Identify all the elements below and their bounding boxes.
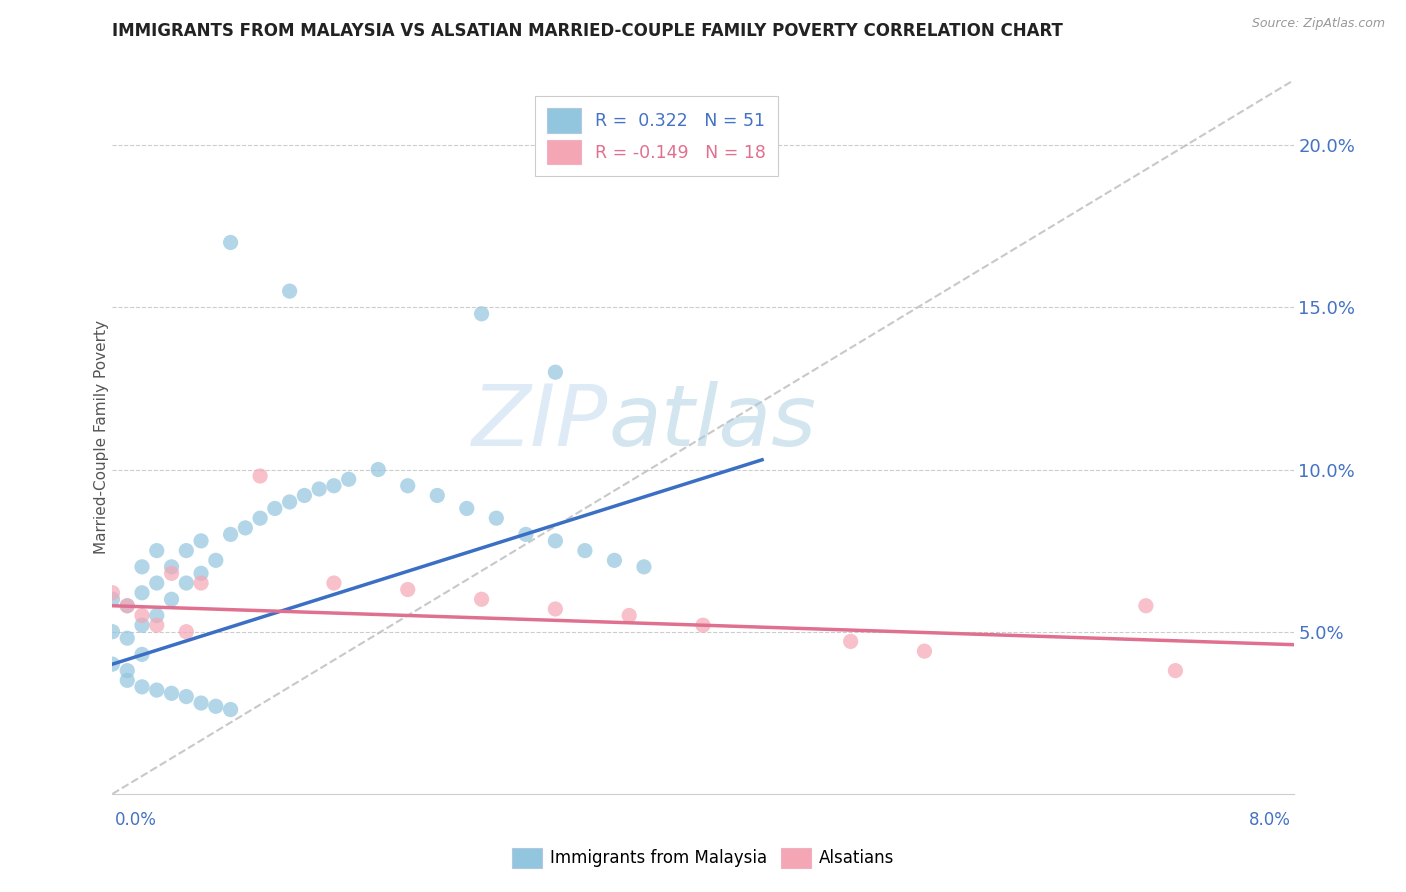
Point <box>323 479 346 493</box>
Point <box>190 566 212 581</box>
Point <box>249 469 271 483</box>
Point <box>146 683 169 698</box>
Text: atlas: atlas <box>609 381 817 465</box>
Point <box>249 511 271 525</box>
Point <box>101 624 124 639</box>
Point <box>914 644 936 658</box>
Point <box>205 553 228 567</box>
Point <box>219 235 242 250</box>
Point <box>544 365 567 379</box>
Point <box>337 472 360 486</box>
Point <box>308 482 330 496</box>
Point <box>117 631 138 645</box>
Point <box>131 586 153 600</box>
Point <box>367 462 389 476</box>
Point <box>190 696 212 710</box>
Point <box>396 582 419 597</box>
Point <box>160 592 183 607</box>
Point <box>219 702 242 716</box>
Point <box>544 602 567 616</box>
Point <box>131 648 153 662</box>
Point <box>131 618 153 632</box>
Point <box>131 680 153 694</box>
Point <box>292 488 315 502</box>
Text: IMMIGRANTS FROM MALAYSIA VS ALSATIAN MARRIED-COUPLE FAMILY POVERTY CORRELATION C: IMMIGRANTS FROM MALAYSIA VS ALSATIAN MAR… <box>112 21 1063 39</box>
Legend: R =  0.322   N = 51, R = -0.149   N = 18: R = 0.322 N = 51, R = -0.149 N = 18 <box>534 96 779 177</box>
Point <box>603 553 626 567</box>
Text: 0.0%: 0.0% <box>115 811 157 829</box>
Point <box>117 673 138 688</box>
Point <box>692 618 714 632</box>
Point <box>456 501 478 516</box>
Point <box>1135 599 1157 613</box>
Point <box>174 543 197 558</box>
Point <box>544 533 567 548</box>
Point <box>471 592 494 607</box>
Point <box>1164 664 1187 678</box>
Point <box>174 624 197 639</box>
Point <box>131 559 153 574</box>
Point <box>190 533 212 548</box>
Point <box>278 284 301 298</box>
Point <box>174 576 197 591</box>
Point <box>219 527 242 541</box>
Point <box>117 664 138 678</box>
Point <box>323 576 346 591</box>
Point <box>146 576 169 591</box>
Point <box>146 618 169 632</box>
Point <box>619 608 641 623</box>
Point <box>117 599 138 613</box>
Point <box>515 527 537 541</box>
Point <box>131 608 153 623</box>
Point <box>471 307 494 321</box>
Text: Source: ZipAtlas.com: Source: ZipAtlas.com <box>1251 17 1385 29</box>
Point <box>233 521 256 535</box>
Text: ZIP: ZIP <box>472 381 609 465</box>
Point <box>117 599 138 613</box>
Point <box>101 592 124 607</box>
Point <box>485 511 508 525</box>
Point <box>426 488 449 502</box>
Y-axis label: Married-Couple Family Poverty: Married-Couple Family Poverty <box>94 320 108 554</box>
Point <box>101 586 124 600</box>
Point <box>160 566 183 581</box>
Point <box>839 634 862 648</box>
Point <box>174 690 197 704</box>
Point <box>278 495 301 509</box>
Point <box>574 543 596 558</box>
Point <box>205 699 228 714</box>
Point <box>146 543 169 558</box>
Point <box>190 576 212 591</box>
Point <box>633 559 655 574</box>
Point <box>101 657 124 672</box>
Point <box>264 501 287 516</box>
Point <box>146 608 169 623</box>
Point <box>396 479 419 493</box>
Point <box>160 559 183 574</box>
Point <box>160 686 183 700</box>
Legend: Immigrants from Malaysia, Alsatians: Immigrants from Malaysia, Alsatians <box>505 841 901 875</box>
Text: 8.0%: 8.0% <box>1249 811 1291 829</box>
